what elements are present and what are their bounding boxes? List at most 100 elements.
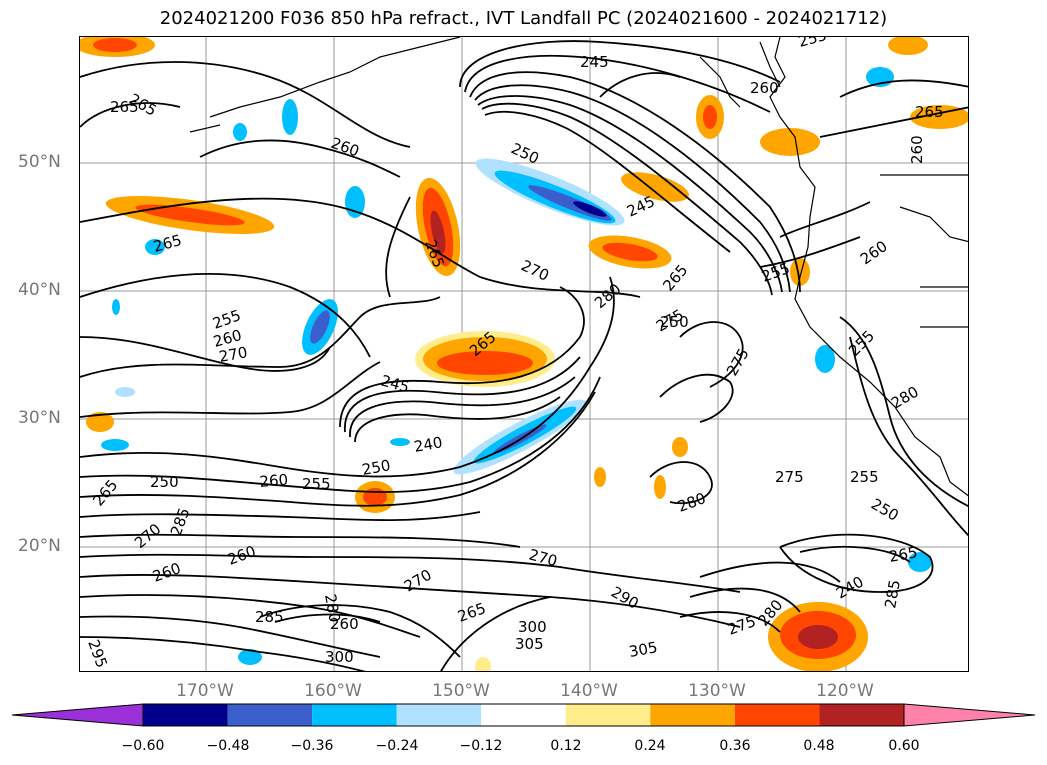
lon-label-140w: 140°W [560, 681, 618, 701]
neg-anomaly [238, 649, 262, 665]
contour-label: 265 [110, 98, 139, 116]
contour-layer [80, 40, 968, 671]
pos-anomaly [594, 467, 606, 487]
colorbar-tick-label: −0.48 [206, 738, 250, 754]
contour-label: 250 [660, 313, 689, 331]
neg-anomaly [573, 201, 607, 217]
lon-label-150w: 150°W [432, 681, 490, 701]
colorbar-segment [396, 704, 482, 726]
contour-label: 260 [225, 542, 258, 569]
pos-anomaly [93, 38, 137, 52]
neg-anomaly [112, 299, 120, 315]
lat-label-40n: 40°N [18, 280, 61, 300]
pos-anomaly [798, 625, 838, 649]
colorbar-tick-label: 0.12 [550, 738, 582, 754]
neg-anomaly [101, 439, 129, 451]
contour-label: 280 [321, 593, 344, 624]
lon-label-130w: 130°W [688, 681, 746, 701]
neg-anomaly [310, 310, 330, 344]
contour-label: 275 [775, 468, 804, 486]
lat-label-30n: 30°N [18, 408, 61, 428]
contour-label: 260 [259, 471, 289, 491]
contour-label: 260 [150, 559, 183, 586]
contour-label: 270 [527, 545, 559, 570]
contour-label: 255 [845, 327, 878, 360]
contour-label: 265 [915, 103, 944, 121]
contour-label: 265 [455, 599, 488, 626]
lat-label-20n: 20°N [18, 536, 61, 556]
contour-label: 305 [515, 635, 544, 653]
contour-label: 300 [518, 618, 547, 636]
coastline-layer [189, 37, 968, 497]
neg-anomaly [233, 123, 247, 141]
contour-label: 280 [888, 383, 922, 413]
colorbar-extend-max [903, 703, 1036, 727]
colorbar-tick-label: −0.36 [290, 738, 334, 754]
neg-anomaly [145, 239, 165, 255]
contour-label: 280 [591, 280, 625, 312]
contour-label: 255 [796, 37, 828, 51]
colorbar-tick-label: −0.60 [121, 738, 165, 754]
pos-anomaly [475, 657, 491, 671]
graticule [80, 37, 968, 671]
colorbar-segment [312, 704, 397, 726]
pos-anomaly [437, 351, 533, 375]
colorbar-segment [819, 704, 904, 726]
colorbar-outline [142, 703, 905, 727]
pos-anomaly [760, 128, 820, 156]
colorbar-extend-min [11, 703, 144, 727]
colorbar-tick-label: 0.24 [634, 738, 666, 754]
colorbar-tick-label: 0.36 [719, 738, 751, 754]
colorbar-tick-label: 0.60 [888, 738, 920, 754]
contour-label: 265 [89, 476, 121, 510]
map-panel: 265 265 260 265 255 260 270 265 250 245 245 260 255 2… [79, 36, 969, 672]
contour-label: 240 [833, 573, 867, 603]
contour-label: 270 [401, 566, 435, 596]
neg-anomaly [115, 387, 135, 397]
colorbar-segment [227, 704, 313, 726]
contour-label: 265 [888, 543, 919, 566]
contour-label: 250 [868, 495, 902, 525]
chart-title: 2024021200 F036 850 hPa refract., IVT La… [159, 8, 888, 29]
colorbar-segment [481, 704, 566, 726]
pos-anomaly [602, 242, 658, 262]
contour-label: 260 [857, 237, 891, 268]
contour-label: 265 [659, 261, 691, 295]
colorbar-segment [734, 704, 820, 726]
contour-label: 285 [255, 608, 284, 626]
contour-label: 275 [725, 612, 758, 639]
contour-label: 240 [413, 433, 444, 456]
neg-anomaly [390, 438, 410, 446]
colorbar [11, 703, 1036, 727]
contour-label: 270 [218, 343, 249, 366]
colorbar-tick-label: −0.12 [459, 738, 503, 754]
contour-label: 245 [580, 53, 609, 71]
neg-anomaly [908, 552, 932, 572]
lon-label-120w: 120°W [816, 681, 874, 701]
pos-anomaly [703, 105, 717, 129]
contour-label: 255 [759, 259, 792, 286]
pos-anomaly [888, 37, 928, 55]
colorbar-segment [565, 704, 651, 726]
colorbar-segment [143, 704, 228, 726]
pos-anomaly [86, 412, 114, 432]
contour-label: 290 [608, 583, 642, 613]
contour-label: 260 [908, 135, 926, 164]
contour-label: 285 [167, 505, 194, 538]
contour-label: 250 [150, 473, 179, 491]
pos-anomaly [135, 204, 245, 226]
lat-label-50n: 50°N [18, 152, 61, 172]
pos-anomaly [672, 437, 688, 457]
contour-label: 280 [675, 489, 708, 516]
neg-anomaly [815, 345, 835, 373]
contour-label: 250 [361, 456, 392, 479]
contour-label: 265 [151, 231, 183, 256]
contour-label: 270 [518, 256, 552, 284]
contour-label: 300 [325, 648, 354, 666]
colorbar-tick-label: −0.24 [375, 738, 419, 754]
contour-label: 255 [302, 475, 331, 493]
contour-label: 285 [881, 578, 904, 609]
contour-label: 255 [850, 468, 879, 486]
colorbar-segment [650, 704, 735, 726]
map-canvas: 2652652602652552602702652502452452602552… [80, 37, 968, 671]
